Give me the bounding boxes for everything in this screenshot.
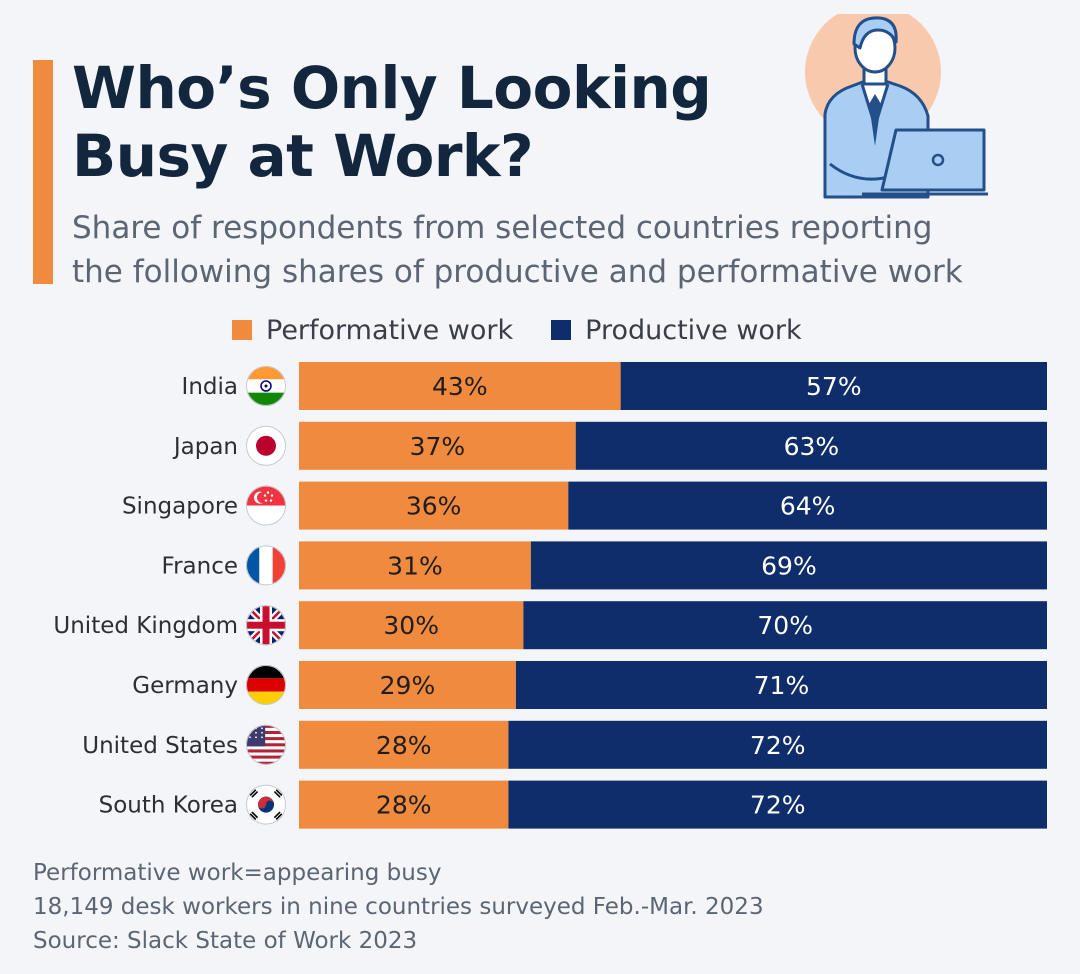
data-label-productive-india: 57% bbox=[806, 372, 862, 401]
data-label-performative-singapore: 36% bbox=[406, 492, 462, 521]
footnote-definition: Performative work=appearing busy bbox=[33, 860, 442, 886]
title-line-1: Who’s Only Looking bbox=[72, 54, 712, 122]
data-label-performative-japan: 37% bbox=[410, 432, 466, 461]
data-label-productive-south-korea: 72% bbox=[750, 791, 806, 820]
chart-title: Who’s Only Looking Busy at Work? bbox=[72, 54, 712, 190]
category-label-united-states: United States bbox=[82, 733, 238, 759]
category-label-france: France bbox=[162, 553, 238, 579]
category-label-india: India bbox=[182, 374, 238, 400]
bar-productive-united-states bbox=[508, 720, 1047, 769]
france-flag-icon bbox=[246, 545, 286, 586]
chart-legend: Performative work Productive work bbox=[232, 312, 840, 348]
bar-row-india: India 43% 57% bbox=[182, 362, 1047, 410]
bar-row-france: France 31% 69% bbox=[162, 541, 1047, 590]
data-label-productive-united-states: 72% bbox=[750, 731, 806, 760]
bar-productive-singapore bbox=[568, 481, 1047, 530]
bar-row-singapore: Singapore 36% 64% bbox=[122, 481, 1047, 530]
united-kingdom-flag-icon bbox=[246, 605, 286, 646]
category-label-singapore: Singapore bbox=[122, 494, 238, 520]
subtitle-line-2: the following shares of productive and p… bbox=[72, 254, 963, 290]
bar-performative-singapore bbox=[299, 481, 569, 530]
data-label-performative-south-korea: 28% bbox=[376, 791, 432, 820]
stacked-bar-chart: India 43% 57% Japan 37% 63% Singapore 36% 64% Fra… bbox=[53, 362, 1047, 829]
bar-productive-japan bbox=[575, 421, 1047, 470]
south-korea-flag-icon bbox=[246, 784, 286, 825]
bar-productive-india bbox=[620, 362, 1047, 410]
businessman-laptop-illustration bbox=[805, 14, 988, 199]
bar-productive-south-korea bbox=[508, 780, 1047, 829]
data-label-performative-germany: 29% bbox=[380, 671, 436, 700]
data-label-performative-united-states: 28% bbox=[376, 731, 432, 760]
data-label-productive-united-kingdom: 70% bbox=[757, 611, 813, 640]
bar-performative-south-korea bbox=[299, 780, 509, 829]
legend-swatch-productive bbox=[551, 320, 572, 340]
title-line-2: Busy at Work? bbox=[72, 122, 534, 190]
bar-performative-france bbox=[299, 541, 531, 590]
bar-row-united-states: United States 28% 72% bbox=[82, 720, 1047, 769]
legend-swatch-performative bbox=[232, 320, 252, 340]
data-label-performative-france: 31% bbox=[387, 551, 443, 580]
bar-productive-united-kingdom bbox=[523, 601, 1047, 650]
data-label-productive-germany: 71% bbox=[754, 671, 810, 700]
data-label-performative-india: 43% bbox=[432, 372, 488, 401]
india-flag-icon bbox=[246, 366, 286, 406]
subtitle-line-1: Share of respondents from selected count… bbox=[72, 210, 933, 246]
legend-label-performative: Performative work bbox=[266, 314, 514, 346]
singapore-flag-icon bbox=[246, 485, 286, 526]
bar-row-germany: Germany 29% 71% bbox=[132, 661, 1047, 709]
bar-row-japan: Japan 37% 63% bbox=[172, 421, 1047, 470]
japan-flag-icon bbox=[246, 425, 286, 466]
bar-performative-united-kingdom bbox=[299, 601, 524, 650]
accent-bar bbox=[33, 60, 53, 284]
germany-flag-icon bbox=[246, 665, 286, 705]
data-label-productive-singapore: 64% bbox=[780, 492, 836, 521]
category-label-germany: Germany bbox=[132, 673, 238, 699]
bar-productive-france bbox=[530, 541, 1047, 590]
bar-row-united-kingdom: United Kingdom 30% 70% bbox=[53, 601, 1047, 650]
chart-subtitle: Share of respondents from selected count… bbox=[72, 206, 963, 294]
bar-performative-india bbox=[299, 362, 621, 410]
category-label-united-kingdom: United Kingdom bbox=[53, 613, 238, 639]
category-label-japan: Japan bbox=[172, 434, 238, 460]
bar-performative-united-states bbox=[299, 720, 509, 769]
source-note: Source: Slack State of Work 2023 bbox=[33, 928, 418, 954]
data-label-productive-france: 69% bbox=[761, 551, 817, 580]
footnote-survey: 18,149 desk workers in nine countries su… bbox=[33, 894, 764, 920]
data-label-performative-united-kingdom: 30% bbox=[383, 611, 439, 640]
legend-item-performative: Performative work bbox=[232, 315, 513, 346]
chart-footer: Performative work=appearing busy 18,149 … bbox=[33, 856, 764, 958]
bar-productive-germany bbox=[515, 661, 1047, 709]
bar-row-south-korea: South Korea 28% 72% bbox=[99, 780, 1047, 829]
bar-performative-germany bbox=[299, 661, 516, 709]
category-label-south-korea: South Korea bbox=[99, 793, 238, 819]
data-label-productive-japan: 63% bbox=[784, 432, 840, 461]
legend-item-productive: Productive work bbox=[551, 315, 802, 346]
legend-label-productive: Productive work bbox=[585, 314, 802, 346]
united-states-flag-icon bbox=[246, 724, 286, 765]
bar-performative-japan bbox=[299, 421, 576, 470]
